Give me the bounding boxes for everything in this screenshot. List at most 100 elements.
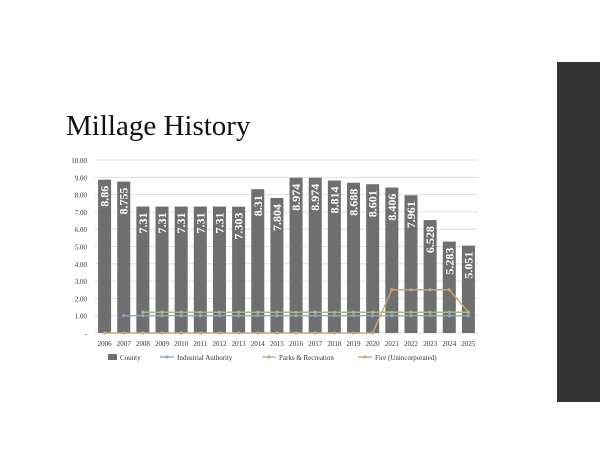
- series-point: [313, 331, 317, 335]
- series-point: [198, 314, 202, 318]
- bar: [404, 195, 418, 333]
- data-label: 8.974: [289, 184, 303, 211]
- bar: [212, 206, 226, 333]
- series-point: [217, 310, 222, 314]
- x-tick-label: 2018: [327, 340, 342, 348]
- data-label: 6.528: [423, 226, 437, 253]
- series-point: [371, 310, 375, 314]
- side-accent-bar: [557, 62, 600, 402]
- y-tick-label: 3.00: [75, 278, 88, 286]
- y-tick-label: 8.00: [75, 192, 88, 200]
- legend-swatch: [108, 354, 117, 360]
- series-point: [409, 314, 413, 318]
- bar: [98, 179, 112, 333]
- legend-label: Fire (Unincorporated): [375, 354, 437, 362]
- series-point: [371, 314, 375, 318]
- x-tick-label: 2014: [251, 340, 266, 348]
- series-point: [294, 314, 298, 318]
- series-point: [141, 331, 145, 335]
- series-point: [141, 310, 145, 314]
- bar: [461, 245, 475, 333]
- legend-label: County: [120, 354, 141, 362]
- series-point: [447, 314, 451, 318]
- data-label: 7.31: [155, 213, 169, 234]
- series-point: [198, 310, 202, 314]
- series-point: [390, 314, 394, 318]
- legend-swatch-marker: [363, 355, 367, 359]
- series-point: [160, 310, 164, 314]
- x-tick-label: 2022: [404, 340, 419, 348]
- y-tick-label: 5.00: [75, 244, 88, 252]
- series-point: [141, 314, 145, 318]
- x-tick-label: 2025: [461, 340, 476, 348]
- series-point: [351, 331, 356, 335]
- series-point: [447, 288, 451, 292]
- series-point: [371, 331, 375, 335]
- series-point: [160, 314, 164, 318]
- data-label: 8.814: [327, 187, 341, 214]
- series-point: [313, 310, 317, 314]
- series-point: [390, 310, 394, 314]
- x-tick-label: 2012: [212, 340, 227, 348]
- data-label: 7.31: [212, 213, 226, 234]
- series-point: [332, 310, 336, 314]
- series-point: [390, 288, 394, 292]
- bar: [347, 182, 361, 333]
- series-point: [256, 331, 260, 335]
- series-line: [104, 289, 469, 334]
- bar: [251, 189, 265, 333]
- bar: [270, 197, 284, 333]
- legend-label: Industrial Authority: [177, 354, 233, 362]
- bar: [308, 177, 322, 333]
- series-point: [313, 314, 317, 318]
- x-tick-label: 2007: [117, 340, 132, 348]
- series-point: [294, 310, 298, 314]
- x-tick-label: 2019: [347, 340, 362, 348]
- bar: [117, 181, 131, 333]
- series-point: [256, 314, 260, 318]
- data-label: 7.804: [270, 204, 284, 231]
- y-tick-label: -: [85, 330, 88, 338]
- series-point: [237, 314, 241, 318]
- data-label: 5.283: [442, 248, 456, 275]
- x-tick-label: 2023: [423, 340, 438, 348]
- y-tick-label: 2.00: [75, 295, 88, 303]
- series-point: [122, 331, 126, 335]
- data-label: 8.601: [366, 190, 380, 217]
- bar: [423, 220, 437, 333]
- bar: [289, 177, 303, 333]
- series-point: [351, 310, 356, 314]
- data-label: 5.051: [461, 252, 475, 279]
- series-point: [179, 314, 183, 318]
- data-label: 7.303: [232, 213, 246, 240]
- bar: [155, 206, 169, 333]
- bar: [174, 206, 188, 333]
- legend-swatch-marker: [267, 355, 271, 359]
- series-point: [217, 331, 222, 335]
- x-tick-label: 2020: [366, 340, 381, 348]
- data-label: 7.31: [174, 213, 188, 234]
- y-tick-label: 10.00: [71, 157, 87, 165]
- series-point: [428, 310, 432, 314]
- bar: [232, 206, 246, 333]
- bar: [366, 184, 380, 333]
- y-tick-label: 1.00: [75, 313, 88, 321]
- series-point: [122, 314, 126, 318]
- data-label: 7.961: [404, 201, 418, 228]
- series-point: [198, 331, 202, 335]
- series-point: [237, 331, 241, 335]
- data-label: 8.86: [98, 186, 112, 207]
- series-point: [466, 314, 471, 318]
- data-label: 7.31: [136, 213, 150, 234]
- x-tick-label: 2008: [136, 340, 151, 348]
- series-point: [102, 331, 107, 335]
- x-tick-label: 2016: [289, 340, 304, 348]
- x-tick-label: 2017: [308, 340, 323, 348]
- series-point: [275, 331, 279, 335]
- data-label: 8.755: [117, 188, 131, 215]
- data-label: 8.406: [385, 194, 399, 221]
- series-point: [275, 314, 279, 318]
- series-point: [447, 310, 451, 314]
- x-tick-label: 2024: [442, 340, 457, 348]
